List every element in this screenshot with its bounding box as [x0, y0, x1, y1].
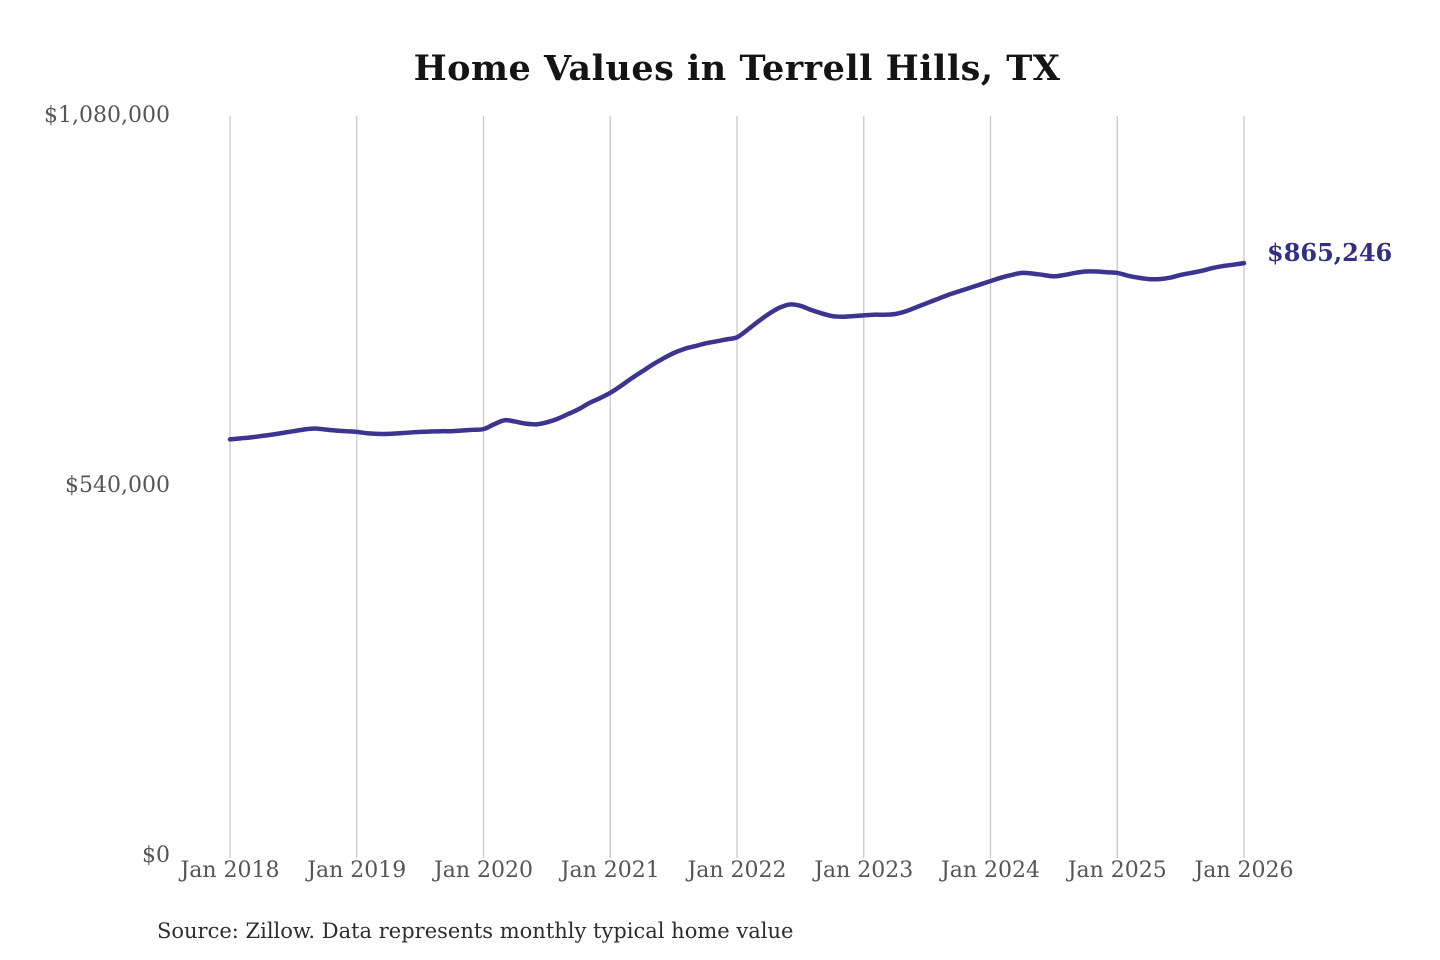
source-note: Source: Zillow. Data represents monthly … [157, 919, 794, 943]
x-tick-label: Jan 2018 [180, 858, 280, 883]
y-tick-label: $1,080,000 [44, 103, 170, 128]
x-tick-label: Jan 2019 [307, 858, 407, 883]
x-tick-label: Jan 2025 [1067, 858, 1167, 883]
y-tick-label: $0 [142, 843, 170, 868]
x-tick-label: Jan 2022 [687, 858, 787, 883]
home-value-line [227, 260, 1247, 442]
x-tick-label: Jan 2021 [560, 858, 660, 883]
x-tick-label: Jan 2020 [433, 858, 534, 883]
y-tick-label: $540,000 [65, 473, 170, 498]
x-tick-label: Jan 2026 [1194, 858, 1294, 883]
current-value-label: $865,246 [1267, 238, 1393, 268]
x-tick-label: Jan 2024 [940, 858, 1041, 883]
chart-title: Home Values in Terrell Hills, TX [413, 48, 1061, 89]
x-tick-label: Jan 2023 [814, 858, 914, 883]
